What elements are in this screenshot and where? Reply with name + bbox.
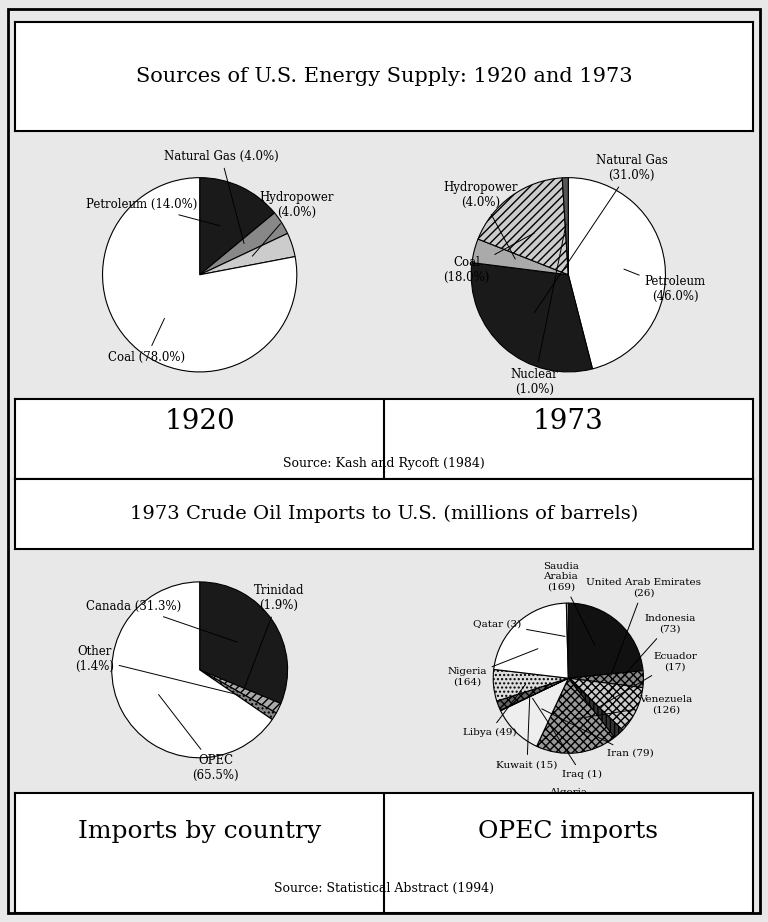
Text: Indonesia
(73): Indonesia (73)	[607, 614, 695, 694]
Wedge shape	[200, 213, 287, 275]
Text: 1920: 1920	[164, 408, 235, 435]
Text: Petroleum
(46.0%): Petroleum (46.0%)	[624, 269, 706, 303]
Wedge shape	[200, 582, 287, 703]
Wedge shape	[472, 239, 568, 275]
Wedge shape	[568, 178, 665, 369]
Text: Other
(1.4%): Other (1.4%)	[74, 645, 238, 695]
Text: Petroleum (14.0%): Petroleum (14.0%)	[86, 198, 220, 226]
Wedge shape	[200, 669, 281, 713]
Text: Venezuela
(126): Venezuela (126)	[576, 695, 693, 719]
Text: Sources of U.S. Energy Supply: 1920 and 1973: Sources of U.S. Energy Supply: 1920 and …	[136, 67, 632, 86]
Text: Hydropower
(4.0%): Hydropower (4.0%)	[444, 181, 518, 259]
Wedge shape	[478, 178, 568, 275]
Wedge shape	[566, 603, 568, 679]
Text: Natural Gas
(31.0%): Natural Gas (31.0%)	[535, 154, 667, 313]
Text: Kuwait (15): Kuwait (15)	[496, 696, 558, 769]
Text: Natural Gas (4.0%): Natural Gas (4.0%)	[164, 149, 279, 243]
Text: Qatar (3): Qatar (3)	[473, 620, 565, 636]
Wedge shape	[497, 679, 568, 710]
Text: Nigeria
(164): Nigeria (164)	[447, 649, 538, 686]
Text: Coal (78.0%): Coal (78.0%)	[108, 318, 185, 364]
Text: United Arab Emirates
(26): United Arab Emirates (26)	[586, 578, 701, 676]
Text: OPEC imports: OPEC imports	[478, 820, 658, 843]
Wedge shape	[200, 233, 295, 275]
Text: Source: Kash and Rycoft (1984): Source: Kash and Rycoft (1984)	[283, 457, 485, 470]
Wedge shape	[103, 178, 296, 372]
Wedge shape	[472, 263, 592, 372]
Text: 1973 Crude Oil Imports to U.S. (millions of barrels): 1973 Crude Oil Imports to U.S. (millions…	[130, 505, 638, 523]
Text: 1973: 1973	[533, 408, 604, 435]
Wedge shape	[568, 679, 643, 730]
Wedge shape	[494, 603, 568, 679]
Wedge shape	[537, 679, 614, 753]
Wedge shape	[500, 679, 568, 711]
Wedge shape	[501, 679, 568, 746]
Wedge shape	[112, 582, 272, 758]
Wedge shape	[200, 669, 276, 719]
Text: Source: Statistical Abstract (1994): Source: Statistical Abstract (1994)	[274, 882, 494, 895]
Text: Libya (49): Libya (49)	[462, 684, 525, 737]
Wedge shape	[200, 178, 274, 275]
Text: Saudia
Arabia
(169): Saudia Arabia (169)	[543, 561, 594, 645]
Text: Nuclear
(1.0%): Nuclear (1.0%)	[511, 224, 566, 396]
Wedge shape	[493, 669, 568, 701]
Text: Iraq (1): Iraq (1)	[532, 698, 602, 779]
Text: Hydropower
(4.0%): Hydropower (4.0%)	[253, 191, 334, 256]
Text: Iran (79): Iran (79)	[541, 709, 654, 758]
Wedge shape	[568, 679, 623, 738]
Text: Canada (31.3%): Canada (31.3%)	[86, 600, 237, 642]
Text: Algeria: Algeria	[549, 788, 588, 797]
Text: OPEC
(65.5%): OPEC (65.5%)	[159, 694, 239, 782]
Text: Coal
(18.0%): Coal (18.0%)	[443, 233, 535, 284]
Text: Ecuador
(17): Ecuador (17)	[598, 652, 697, 707]
Wedge shape	[562, 178, 568, 275]
Text: Trinidad
(1.9%): Trinidad (1.9%)	[244, 584, 304, 689]
Wedge shape	[568, 603, 643, 679]
Wedge shape	[568, 670, 644, 688]
Text: Imports by country: Imports by country	[78, 820, 321, 843]
